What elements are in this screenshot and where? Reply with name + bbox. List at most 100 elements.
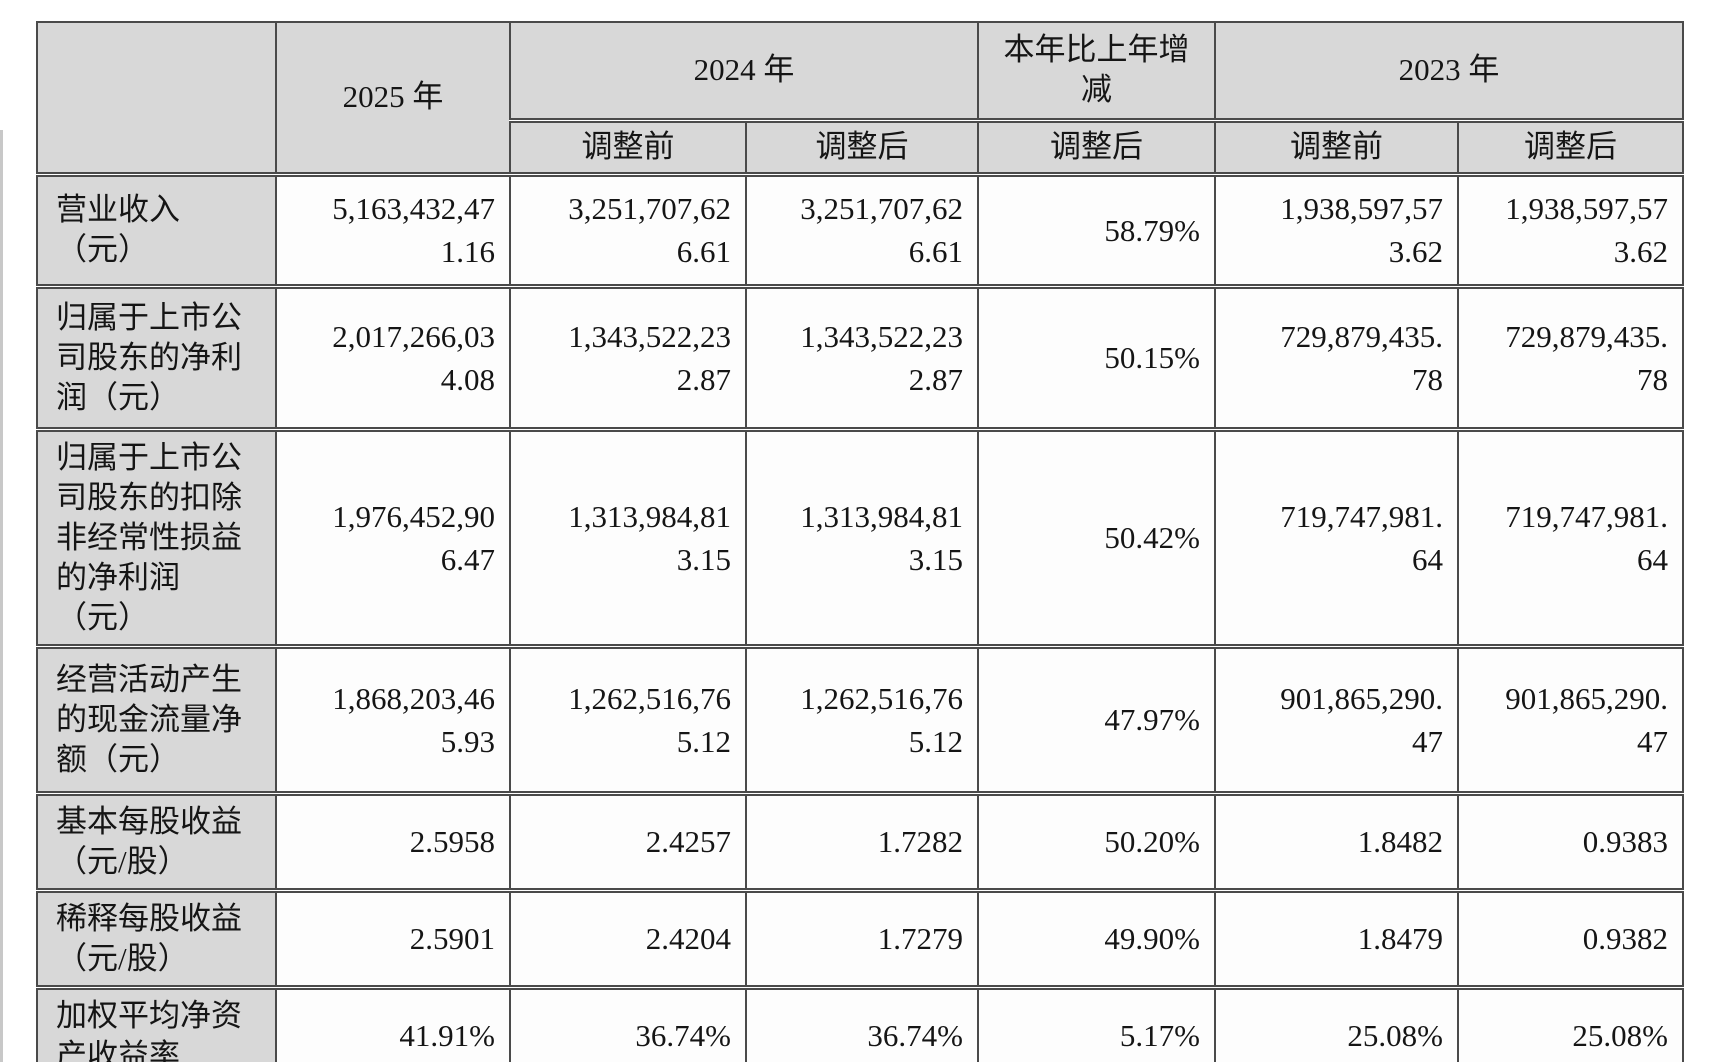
table-row-net-profit-excluding-nonrecurring: 归属于上市公司股东的扣除非经常性损益的净利润（元） 1,976,452,906.… (36, 426, 1684, 647)
row-label: 基本每股收益（元/股） (36, 790, 277, 891)
financial-summary-table-wrap: 2025 年 2024 年 本年比上年增减 2023 年 调整前 调整后 调整后… (36, 21, 1688, 1062)
row-label: 营业收入（元） (36, 171, 277, 287)
cell-2025: 5,163,432,471.16 (275, 171, 511, 287)
value-text: 5.17% (1119, 1018, 1200, 1053)
cell-2024-before: 1,262,516,765.12 (509, 643, 747, 794)
value-text: 1,313,984,813.15 (568, 498, 731, 577)
value-text: 25.08% (1347, 1018, 1443, 1053)
cell-2025: 1,976,452,906.47 (275, 426, 511, 647)
table-row-operating-revenue: 营业收入（元） 5,163,432,471.16 3,251,707,626.6… (36, 171, 1684, 287)
table-row-diluted-eps: 稀释每股收益（元/股） 2.5901 2.4204 1.7279 49.90% … (36, 887, 1684, 988)
cell-2025: 2.5901 (275, 887, 511, 988)
value-text: 50.15% (1104, 340, 1200, 375)
cell-change: 58.79% (977, 171, 1216, 287)
value-text: 1.7282 (877, 824, 963, 859)
subheader-2024-before-adjustment: 调整前 (509, 117, 747, 175)
cell-change: 50.20% (977, 790, 1216, 891)
cell-2025: 2,017,266,034.08 (275, 283, 511, 430)
cell-2024-before: 1,313,984,813.15 (509, 426, 747, 647)
header-year-2024: 2024 年 (509, 21, 979, 121)
value-text: 3,251,707,626.61 (800, 191, 963, 269)
cell-2024-after: 1,343,522,232.87 (745, 283, 979, 430)
header-corner-cell (36, 21, 277, 175)
cell-change: 50.42% (977, 426, 1216, 647)
cell-2024-before: 1,343,522,232.87 (509, 283, 747, 430)
cell-2023-before: 719,747,981.64 (1214, 426, 1459, 647)
header-row-adjustments: 调整前 调整后 调整后 调整前 调整后 (37, 117, 1684, 175)
subheader-2023-after-adjustment: 调整后 (1457, 117, 1684, 175)
value-text: 36.74% (635, 1018, 731, 1053)
value-text: 1,976,452,906.47 (332, 498, 495, 577)
cell-change: 50.15% (977, 283, 1216, 430)
cell-2025: 41.91% (275, 984, 511, 1062)
value-text: 1,343,522,232.87 (568, 318, 731, 397)
value-text: 729,879,435.78 (1280, 318, 1443, 397)
value-text: 1,938,597,573.62 (1505, 191, 1668, 269)
cell-2023-after: 1,938,597,573.62 (1457, 171, 1684, 287)
cell-2024-after: 1,262,516,765.12 (745, 643, 979, 794)
cell-2023-after: 719,747,981.64 (1457, 426, 1684, 647)
cell-2025: 2.5958 (275, 790, 511, 891)
value-text: 49.90% (1104, 921, 1200, 956)
financial-summary-table: 2025 年 2024 年 本年比上年增减 2023 年 调整前 调整后 调整后… (36, 21, 1684, 1062)
cell-2024-before: 3,251,707,626.61 (509, 171, 747, 287)
value-text: 729,879,435.78 (1505, 318, 1668, 397)
cell-2023-after: 901,865,290.47 (1457, 643, 1684, 794)
cell-2024-after: 1.7279 (745, 887, 979, 988)
value-text: 41.91% (399, 1018, 495, 1053)
table-row-net-profit-attributable: 归属于上市公司股东的净利润（元） 2,017,266,034.08 1,343,… (36, 283, 1684, 430)
value-text: 36.74% (867, 1018, 963, 1053)
cell-2023-before: 1.8482 (1214, 790, 1459, 891)
value-text: 2.4257 (645, 824, 731, 859)
value-text: 719,747,981.64 (1505, 498, 1668, 577)
value-text: 1,262,516,765.12 (800, 680, 963, 759)
value-text: 50.20% (1104, 824, 1200, 859)
value-text: 1.7279 (877, 921, 963, 956)
value-text: 3,251,707,626.61 (568, 191, 731, 269)
cell-change: 47.97% (977, 643, 1216, 794)
value-text: 0.9383 (1582, 824, 1668, 859)
value-text: 47.97% (1104, 702, 1200, 737)
row-label: 归属于上市公司股东的扣除非经常性损益的净利润（元） (36, 426, 277, 647)
cell-2023-before: 1,938,597,573.62 (1214, 171, 1459, 287)
cell-2023-before: 729,879,435.78 (1214, 283, 1459, 430)
value-text: 2.5958 (409, 824, 495, 859)
header-year-2025: 2025 年 (275, 21, 511, 175)
value-text: 1,313,984,813.15 (800, 498, 963, 577)
value-text: 901,865,290.47 (1505, 680, 1668, 759)
cell-2025: 1,868,203,465.93 (275, 643, 511, 794)
value-text: 1,343,522,232.87 (800, 318, 963, 397)
value-text: 58.79% (1104, 212, 1200, 248)
row-label: 经营活动产生的现金流量净额（元） (36, 643, 277, 794)
scan-edge-artifact (0, 130, 3, 1062)
table-row-basic-eps: 基本每股收益（元/股） 2.5958 2.4257 1.7282 50.20% … (36, 790, 1684, 891)
cell-change: 49.90% (977, 887, 1216, 988)
row-label: 稀释每股收益（元/股） (36, 887, 277, 988)
value-text: 1,938,597,573.62 (1280, 191, 1443, 269)
value-text: 50.42% (1104, 520, 1200, 555)
cell-2023-before: 25.08% (1214, 984, 1459, 1062)
cell-2023-after: 25.08% (1457, 984, 1684, 1062)
row-label: 加权平均净资产收益率 (36, 984, 277, 1062)
header-row-years: 2025 年 2024 年 本年比上年增减 2023 年 (36, 21, 1684, 175)
cell-2024-before: 36.74% (509, 984, 747, 1062)
value-text: 719,747,981.64 (1280, 498, 1443, 577)
cell-2023-before: 901,865,290.47 (1214, 643, 1459, 794)
cell-2023-after: 0.9383 (1457, 790, 1684, 891)
cell-2024-after: 36.74% (745, 984, 979, 1062)
cell-2024-before: 2.4204 (509, 887, 747, 988)
value-text: 1,868,203,465.93 (332, 680, 495, 759)
value-text: 2,017,266,034.08 (332, 318, 495, 397)
cell-2023-after: 0.9382 (1457, 887, 1684, 988)
subheader-2024-after-adjustment: 调整后 (745, 117, 979, 175)
cell-change: 5.17% (977, 984, 1216, 1062)
cell-2024-after: 3,251,707,626.61 (745, 171, 979, 287)
table-row-weighted-average-roe: 加权平均净资产收益率 41.91% 36.74% 36.74% 5.17% 25… (36, 984, 1684, 1062)
header-change-vs-prior-year: 本年比上年增减 (977, 21, 1216, 121)
cell-2023-after: 729,879,435.78 (1457, 283, 1684, 430)
row-label: 归属于上市公司股东的净利润（元） (36, 283, 277, 430)
value-text: 1.8479 (1357, 921, 1443, 956)
subheader-change-after-adjustment: 调整后 (977, 117, 1216, 175)
cell-2023-before: 1.8479 (1214, 887, 1459, 988)
